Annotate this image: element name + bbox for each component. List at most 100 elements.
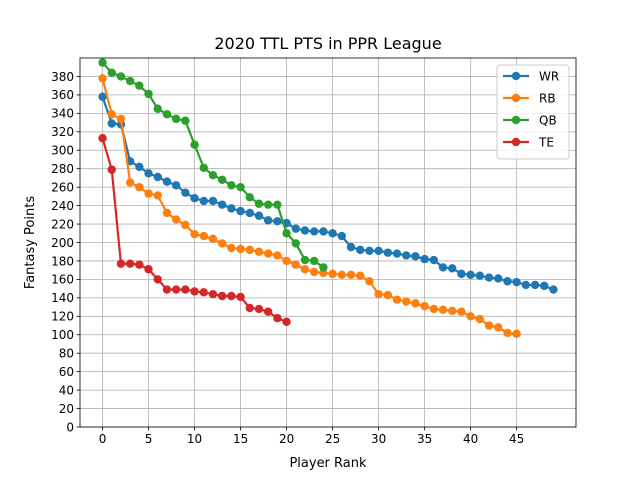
y-tick-label: 140 xyxy=(51,291,74,305)
data-point-rb xyxy=(503,328,512,338)
data-point-wr xyxy=(530,280,540,290)
data-point-wr xyxy=(365,246,374,256)
data-point-wr xyxy=(402,251,411,260)
data-point-wr xyxy=(540,281,549,291)
data-point-rb xyxy=(273,251,282,260)
y-tick-label: 240 xyxy=(51,199,74,213)
data-point-te xyxy=(236,292,245,302)
data-point-rb xyxy=(402,297,411,306)
data-point-rb xyxy=(429,304,439,314)
data-point-wr xyxy=(208,196,218,206)
data-point-rb xyxy=(227,243,236,253)
legend-frame xyxy=(496,64,570,160)
y-tick-label: 80 xyxy=(59,347,74,361)
data-point-te xyxy=(190,287,199,296)
data-point-wr xyxy=(273,217,282,226)
data-point-qb xyxy=(282,229,291,238)
data-point-wr xyxy=(475,271,485,280)
data-point-wr xyxy=(346,242,356,252)
data-point-wr xyxy=(512,277,521,287)
data-point-wr xyxy=(153,172,162,182)
data-point-qb xyxy=(217,175,227,184)
series-line-rb xyxy=(101,78,517,335)
y-tick-label: 300 xyxy=(51,144,74,158)
data-point-qb xyxy=(319,263,328,272)
data-point-te xyxy=(208,289,218,299)
data-point-te xyxy=(254,304,264,314)
data-point-wr xyxy=(420,254,429,264)
x-tick-label: 35 xyxy=(417,432,432,446)
data-point-wr xyxy=(429,255,439,265)
x-tick-label: 40 xyxy=(463,432,478,446)
y-tick-label: 340 xyxy=(51,107,74,121)
data-point-qb xyxy=(263,200,273,209)
legend-marker-te xyxy=(511,137,521,147)
data-point-te xyxy=(135,260,144,269)
data-point-rb xyxy=(411,299,420,308)
y-tick-label: 0 xyxy=(66,420,74,434)
data-point-rb xyxy=(420,301,429,311)
data-point-qb xyxy=(309,256,319,266)
x-tick-label: 5 xyxy=(145,432,153,446)
data-point-rb xyxy=(300,265,310,274)
data-point-rb xyxy=(181,220,190,230)
data-point-qb xyxy=(227,181,236,190)
data-point-qb xyxy=(144,89,153,99)
y-tick-label: 100 xyxy=(51,328,74,342)
data-point-qb xyxy=(135,81,144,90)
data-point-wr xyxy=(171,181,181,190)
data-point-qb xyxy=(254,199,264,208)
x-tick-label: 0 xyxy=(99,432,107,446)
data-point-rb xyxy=(484,321,494,330)
data-point-wr xyxy=(107,119,116,128)
data-point-wr xyxy=(549,285,558,294)
x-axis-label: Player Rank xyxy=(289,456,367,471)
x-tick-label: 20 xyxy=(279,432,294,446)
data-point-wr xyxy=(263,216,273,225)
data-point-te xyxy=(273,313,282,323)
data-point-qb xyxy=(125,76,135,86)
data-point-te xyxy=(144,265,153,274)
data-point-rb xyxy=(217,239,227,248)
data-point-wr xyxy=(227,204,236,213)
data-point-rb xyxy=(457,307,466,316)
data-point-qb xyxy=(181,116,190,125)
series-rb xyxy=(98,74,521,339)
legend-marker-wr xyxy=(511,71,521,81)
legend-marker-rb xyxy=(511,93,521,103)
legend-label-qb: QB xyxy=(539,114,557,128)
data-point-rb xyxy=(448,306,457,315)
data-point-rb xyxy=(162,208,172,218)
data-point-te xyxy=(282,317,291,327)
y-tick-label: 40 xyxy=(59,383,74,397)
data-point-wr xyxy=(245,208,254,218)
data-point-rb xyxy=(328,269,337,279)
data-point-rb xyxy=(291,260,300,269)
data-point-te xyxy=(107,165,116,174)
data-point-rb xyxy=(236,244,245,254)
x-tick-label: 25 xyxy=(325,432,340,446)
series-te xyxy=(98,134,291,327)
data-point-qb xyxy=(300,255,310,265)
data-point-wr xyxy=(309,227,319,236)
data-point-rb xyxy=(494,323,503,332)
data-point-qb xyxy=(291,239,300,248)
data-point-wr xyxy=(217,200,227,209)
y-tick-label: 160 xyxy=(51,273,74,287)
data-point-wr xyxy=(181,188,190,197)
data-point-qb xyxy=(107,68,116,77)
data-point-wr xyxy=(383,248,393,257)
data-point-rb xyxy=(512,329,521,339)
series-group xyxy=(98,58,558,339)
data-point-wr xyxy=(466,270,475,279)
data-point-rb xyxy=(116,114,126,124)
data-point-qb xyxy=(245,193,254,202)
y-tick-label: 120 xyxy=(51,310,74,324)
data-point-wr xyxy=(356,245,365,255)
series-qb xyxy=(98,58,328,272)
data-point-rb xyxy=(309,267,319,277)
data-point-wr xyxy=(448,264,457,273)
data-point-wr xyxy=(411,252,420,261)
data-point-qb xyxy=(236,182,245,192)
